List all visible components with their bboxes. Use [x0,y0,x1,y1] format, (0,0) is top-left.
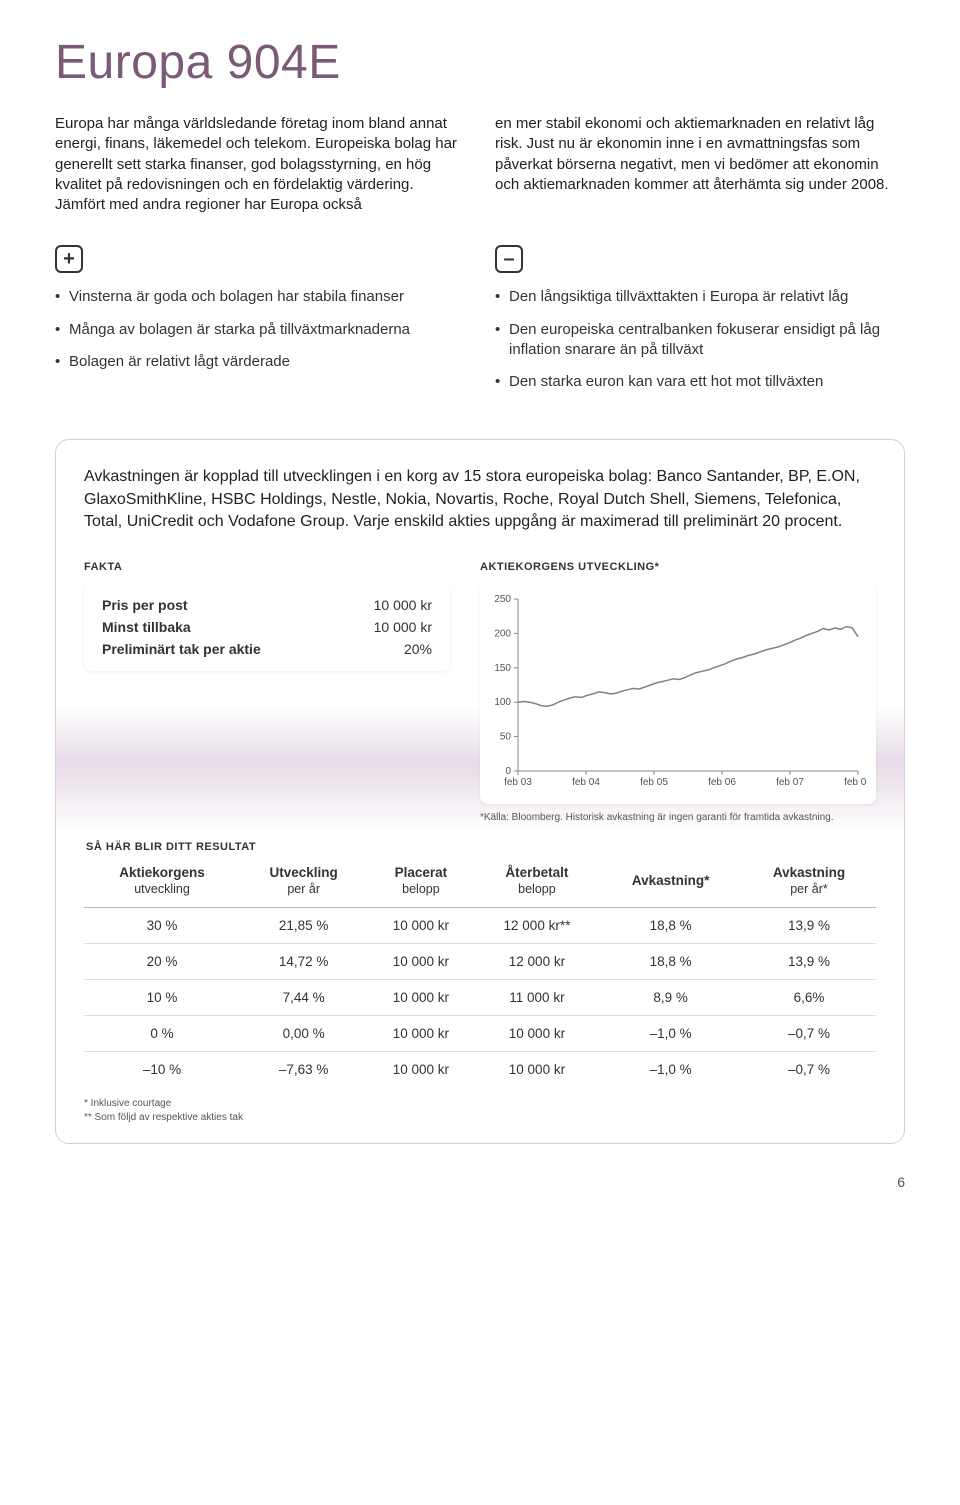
table-cell: –1,0 % [599,1051,742,1087]
result-header: Placeratbelopp [367,859,474,907]
svg-text:feb 03: feb 03 [504,777,532,788]
table-cell: –0,7 % [742,1051,876,1087]
fakta-val: 10 000 kr [374,619,432,635]
table-cell: 13,9 % [742,943,876,979]
svg-text:200: 200 [494,629,511,640]
fakta-line: Pris per post 10 000 kr [102,597,432,613]
result-header: Återbetaltbelopp [475,859,600,907]
plus-icon: + [55,245,83,273]
svg-text:150: 150 [494,663,511,674]
fakta-line: Minst tillbaka 10 000 kr [102,619,432,635]
plus-item: Bolagen är relativt lågt värderade [55,352,465,372]
table-cell: 10 % [84,979,240,1015]
table-cell: 12 000 kr [475,943,600,979]
table-cell: 14,72 % [240,943,367,979]
line-chart: 0 50 100 150 200 250 feb 03 feb 04 feb 05 feb 06 f… [486,593,866,793]
svg-text:100: 100 [494,698,511,709]
table-cell: 10 000 kr [367,907,474,943]
svg-text:feb 08: feb 08 [844,777,866,788]
fakta-key: Pris per post [102,597,188,613]
table-cell: 10 000 kr [475,1051,600,1087]
table-row: 0 %0,00 %10 000 kr10 000 kr–1,0 %–0,7 % [84,1015,876,1051]
fakta-card: Pris per post 10 000 kr Minst tillbaka 1… [84,583,450,671]
table-cell: 13,9 % [742,907,876,943]
table-cell: 6,6% [742,979,876,1015]
chart-footnote: *Källa: Bloomberg. Historisk avkastning … [480,812,876,823]
table-row: 20 %14,72 %10 000 kr12 000 kr18,8 %13,9 … [84,943,876,979]
page-number: 6 [55,1174,905,1190]
svg-text:50: 50 [500,732,512,743]
plus-minus-section: + Vinsterna är goda och bolagen har stab… [55,245,905,404]
fakta-label: FAKTA [84,561,450,573]
result-header: Aktiekorgensutveckling [84,859,240,907]
svg-text:250: 250 [494,594,511,605]
table-cell: –0,7 % [742,1015,876,1051]
minus-item: Den starka euron kan vara ett hot mot ti… [495,372,905,392]
plus-list: Vinsterna är goda och bolagen har stabil… [55,287,465,372]
result-label: SÅ HÄR BLIR DITT RESULTAT [86,841,876,853]
table-cell: 30 % [84,907,240,943]
minus-item: Den europeiska centralbanken fokuserar e… [495,320,905,361]
table-footnote: ** Som följd av respektive akties tak [84,1111,876,1125]
result-header: Avkastningper år* [742,859,876,907]
table-footnote: * Inklusive courtage [84,1097,876,1111]
table-cell: 0,00 % [240,1015,367,1051]
svg-text:feb 04: feb 04 [572,777,600,788]
minus-list: Den långsiktiga tillväxttakten i Europa … [495,287,905,392]
table-cell: 8,9 % [599,979,742,1015]
svg-text:0: 0 [505,766,511,777]
fact-box: Avkastningen är kopplad till utvecklinge… [55,439,905,1143]
table-cell: 7,44 % [240,979,367,1015]
table-cell: 11 000 kr [475,979,600,1015]
svg-text:feb 07: feb 07 [776,777,804,788]
svg-text:feb 06: feb 06 [708,777,736,788]
plus-item: Många av bolagen är starka på tillväxtma… [55,320,465,340]
table-cell: 10 000 kr [367,943,474,979]
table-cell: 10 000 kr [367,1015,474,1051]
table-cell: 10 000 kr [367,979,474,1015]
table-cell: 12 000 kr** [475,907,600,943]
table-cell: 18,8 % [599,907,742,943]
result-header: Avkastning* [599,859,742,907]
svg-text:feb 05: feb 05 [640,777,668,788]
fakta-line: Preliminärt tak per aktie 20% [102,641,432,657]
result-table: AktiekorgensutvecklingUtvecklingper årPl… [84,859,876,1086]
chart-label: AKTIEKORGENS UTVECKLING* [480,561,876,573]
table-row: –10 %–7,63 %10 000 kr10 000 kr–1,0 %–0,7… [84,1051,876,1087]
intro-right: en mer stabil ekonomi och aktiemarknaden… [495,114,905,215]
plus-item: Vinsterna är goda och bolagen har stabil… [55,287,465,307]
plus-column: + Vinsterna är goda och bolagen har stab… [55,245,465,404]
page-title: Europa 904E [55,35,905,90]
table-cell: 21,85 % [240,907,367,943]
minus-column: – Den långsiktiga tillväxttakten i Europ… [495,245,905,404]
fakta-val: 20% [404,641,432,657]
intro-left: Europa har många världsledande företag i… [55,114,465,215]
minus-item: Den långsiktiga tillväxttakten i Europa … [495,287,905,307]
table-cell: 10 000 kr [367,1051,474,1087]
fakta-key: Preliminärt tak per aktie [102,641,261,657]
table-cell: 10 000 kr [475,1015,600,1051]
box-description: Avkastningen är kopplad till utvecklinge… [84,466,876,533]
table-row: 10 %7,44 %10 000 kr11 000 kr8,9 %6,6% [84,979,876,1015]
intro-columns: Europa har många världsledande företag i… [55,114,905,215]
result-header: Utvecklingper år [240,859,367,907]
fakta-key: Minst tillbaka [102,619,191,635]
table-cell: 18,8 % [599,943,742,979]
minus-icon: – [495,245,523,273]
table-cell: –7,63 % [240,1051,367,1087]
chart-card: 0 50 100 150 200 250 feb 03 feb 04 feb 05 feb 06 f… [480,583,876,804]
table-cell: –1,0 % [599,1015,742,1051]
table-cell: 0 % [84,1015,240,1051]
table-row: 30 %21,85 %10 000 kr12 000 kr**18,8 %13,… [84,907,876,943]
table-cell: 20 % [84,943,240,979]
fakta-val: 10 000 kr [374,597,432,613]
table-footnotes: * Inklusive courtage ** Som följd av res… [84,1097,876,1125]
table-cell: –10 % [84,1051,240,1087]
